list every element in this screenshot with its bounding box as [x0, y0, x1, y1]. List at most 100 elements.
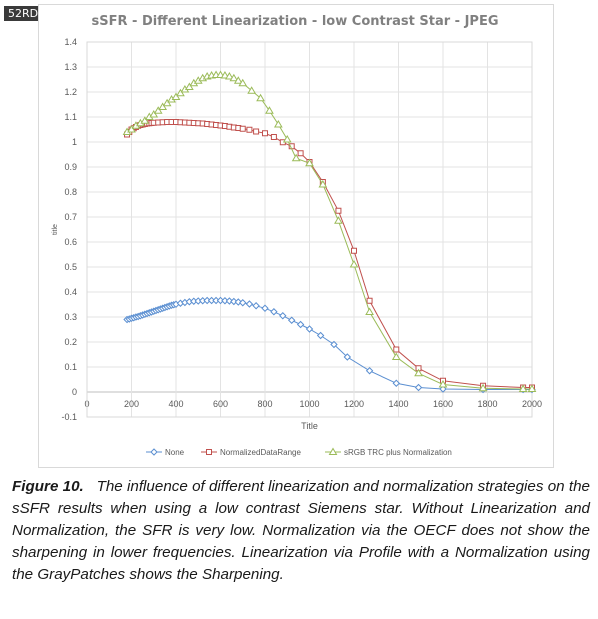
- y-tick-label: 0.9: [64, 162, 77, 172]
- data-point-series-1: [414, 383, 423, 392]
- series-line-1: [126, 300, 532, 390]
- data-point-series-3: [171, 92, 181, 100]
- figure-caption-text: The influence of different linearization…: [12, 478, 590, 583]
- data-point-series-3: [291, 153, 301, 162]
- y-tick-label: 0.5: [64, 262, 77, 272]
- data-point-series-1: [245, 300, 254, 308]
- x-tick-label: 600: [213, 399, 228, 409]
- data-point-series-2: [253, 128, 260, 135]
- figure-caption: Figure 10. The influence of different li…: [12, 476, 590, 586]
- data-point-series-3: [349, 260, 359, 268]
- data-point-series-1: [316, 331, 325, 340]
- y-tick-label: 1.1: [64, 112, 77, 122]
- legend-label-1: None: [165, 448, 185, 457]
- data-point-series-3: [233, 76, 243, 84]
- data-point-series-1: [252, 302, 260, 310]
- y-tick-label: 0.8: [64, 187, 77, 197]
- x-tick-label: 200: [124, 399, 139, 409]
- plot-border: [86, 41, 533, 418]
- data-point-series-2: [270, 134, 277, 140]
- data-point-series-3: [158, 102, 168, 110]
- data-point-series-3: [220, 71, 230, 79]
- data-point-series-3: [305, 158, 314, 167]
- y-tick-label: 1.4: [64, 37, 77, 47]
- x-tick-label: 400: [168, 399, 183, 409]
- data-point-series-3: [318, 180, 328, 188]
- data-point-series-1: [287, 316, 296, 324]
- data-point-series-3: [176, 88, 185, 97]
- data-point-series-3: [229, 73, 239, 82]
- line-chart: -0.1 0 0.1 0.2 0.3 0.4 0.5 0.6 0.7 0.8 0.9 1 1.1 1.2 1…: [52, 37, 542, 457]
- legend-label-2: NormalizedDataRange: [220, 448, 301, 457]
- data-point-series-2: [351, 247, 357, 254]
- data-point-series-1: [279, 312, 287, 320]
- data-point-series-3: [478, 383, 488, 392]
- data-point-series-1: [230, 297, 238, 306]
- y-tick-label: 1.2: [64, 87, 77, 97]
- data-point-series-3: [334, 216, 343, 224]
- data-point-series-3: [225, 72, 234, 80]
- series-line-2: [126, 121, 532, 388]
- data-point-series-2: [297, 150, 304, 157]
- x-tick-label: 1200: [344, 399, 364, 409]
- legend-label-3: sRGB TRC plus Normalization: [344, 448, 452, 457]
- y-tick-label: 0: [72, 387, 77, 397]
- data-point-series-3: [438, 380, 448, 388]
- data-point-series-3: [518, 384, 528, 392]
- x-tick-label: 800: [257, 399, 272, 409]
- data-point-series-1: [270, 308, 278, 316]
- legend-marker-1: [150, 448, 158, 456]
- y-tick-label: 1.3: [64, 62, 77, 72]
- y-tick-label: -0.1: [61, 412, 77, 422]
- data-point-series-3: [414, 368, 423, 377]
- data-point-series-3: [527, 384, 537, 392]
- y-tick-label: 0.6: [64, 237, 77, 247]
- x-tick-label: 1600: [433, 399, 453, 409]
- data-point-series-2: [239, 125, 246, 132]
- legend-marker-2: [206, 449, 212, 455]
- data-point-series-3: [140, 116, 150, 124]
- data-point-series-2: [262, 130, 268, 137]
- data-point-series-1: [261, 304, 269, 312]
- x-tick-label: 1000: [299, 399, 319, 409]
- data-point-series-1: [239, 299, 247, 307]
- y-tick-label: 0.3: [64, 312, 77, 322]
- data-point-series-1: [305, 325, 314, 333]
- data-point-series-3: [247, 86, 257, 94]
- data-point-series-1: [392, 379, 400, 387]
- data-point-series-2: [246, 126, 253, 133]
- data-point-series-3: [265, 106, 274, 114]
- data-point-series-3: [127, 125, 136, 133]
- y-tick-label: 0.7: [64, 212, 77, 222]
- data-point-series-3: [162, 98, 172, 107]
- legend-marker-3: [328, 447, 338, 455]
- data-point-series-2: [393, 346, 400, 353]
- data-point-series-3: [273, 120, 283, 128]
- data-point-series-3: [282, 135, 292, 143]
- chart-area: [38, 4, 554, 468]
- chart-title: sSFR - Different Linearization - low Con…: [91, 14, 499, 29]
- y-tick-label: 0.4: [64, 287, 77, 297]
- data-point-series-1: [330, 340, 338, 349]
- data-point-series-2: [335, 207, 342, 214]
- y-axis-label: title: [52, 224, 59, 235]
- data-point-series-3: [184, 82, 194, 90]
- y-tick-label: 1: [72, 137, 77, 147]
- data-point-series-3: [391, 352, 401, 360]
- y-tick-label: 0.2: [64, 337, 77, 347]
- data-point-series-3: [149, 110, 159, 118]
- data-point-series-1: [296, 320, 305, 329]
- x-axis-label: Title: [301, 421, 318, 431]
- data-point-series-1: [365, 367, 374, 375]
- figure-label: Figure 10.: [12, 478, 84, 495]
- x-tick-label: 1400: [388, 399, 408, 409]
- data-point-series-1: [225, 297, 234, 305]
- data-point-series-3: [238, 78, 248, 87]
- y-tick-label: 0.1: [64, 362, 77, 372]
- data-point-series-1: [343, 353, 352, 361]
- data-point-series-3: [256, 93, 265, 102]
- data-point-series-3: [365, 307, 374, 315]
- data-point-series-3: [153, 106, 163, 114]
- data-point-series-2: [366, 297, 373, 304]
- x-tick-label: 1800: [477, 399, 497, 409]
